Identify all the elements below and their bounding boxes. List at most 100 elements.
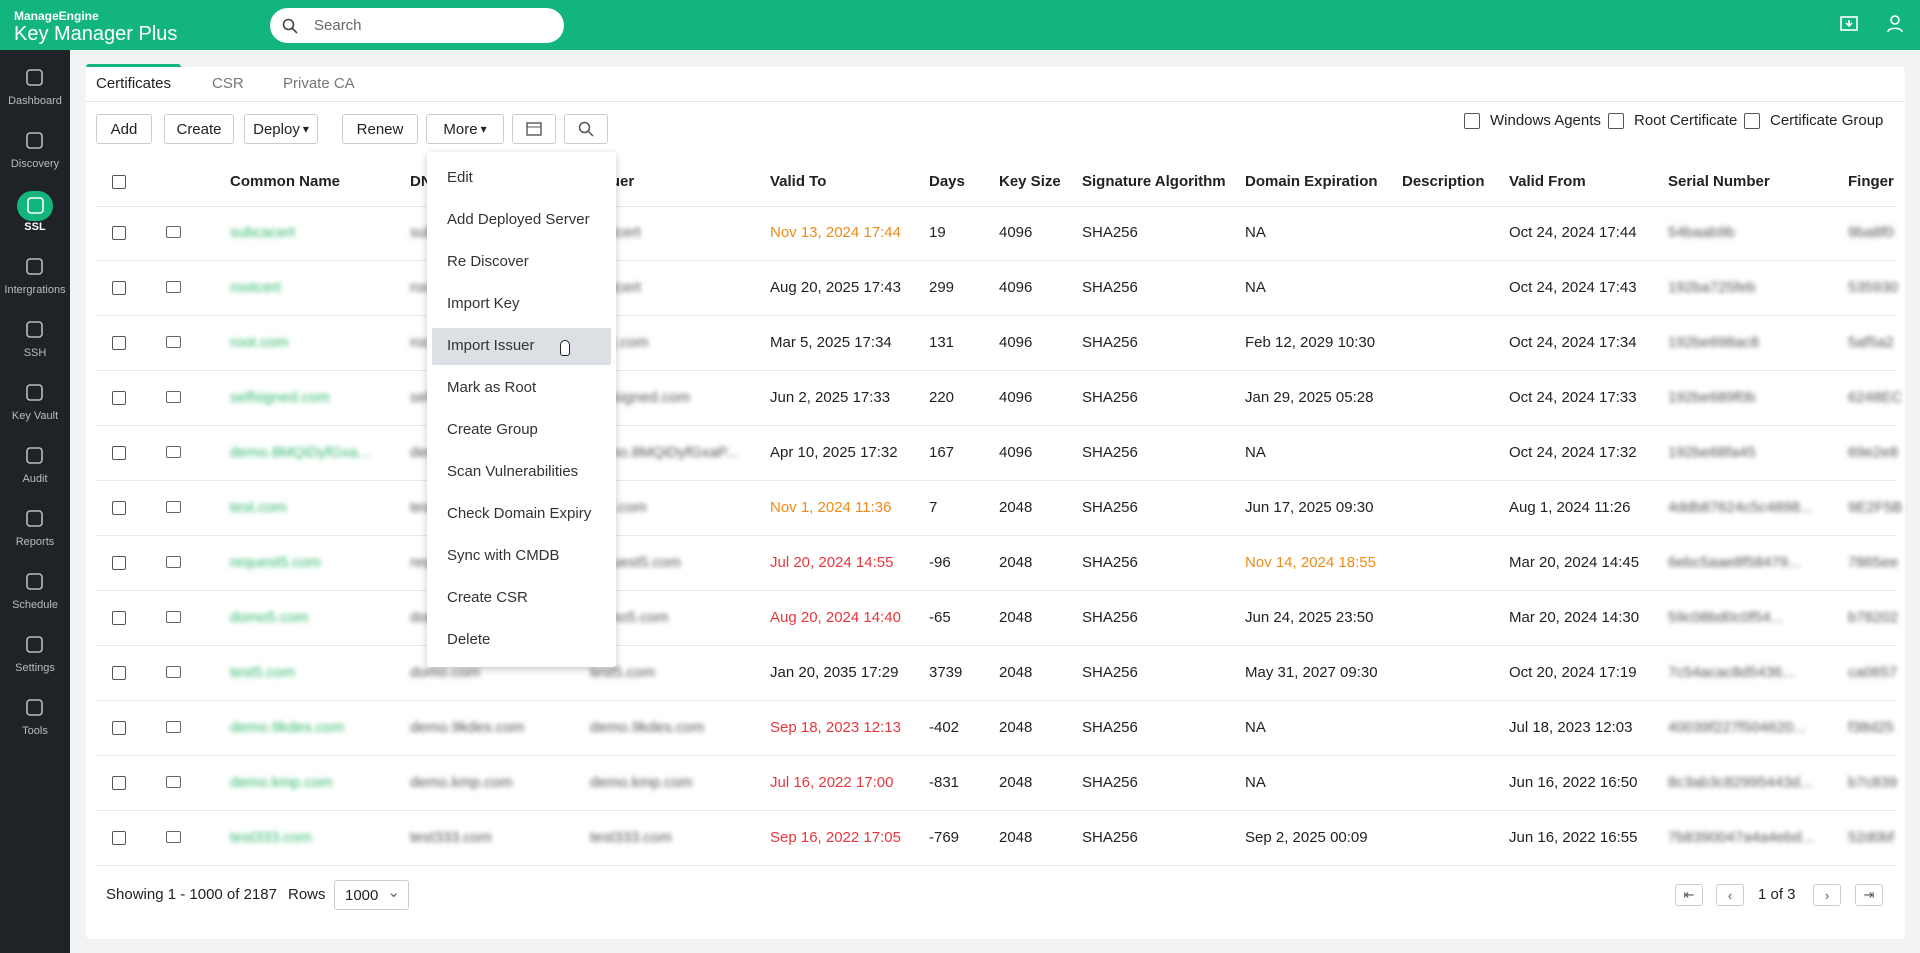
cert-icon[interactable] (166, 666, 181, 678)
menu-item[interactable]: Check Domain Expiry (447, 505, 592, 522)
sidebar-label[interactable]: SSL (24, 221, 46, 233)
sidebar-icon[interactable] (17, 191, 53, 221)
checkbox[interactable] (112, 611, 126, 625)
checkbox[interactable] (112, 336, 126, 350)
cell-common-name[interactable]: demo.9kdes.com (230, 719, 345, 736)
menu-item[interactable]: Scan Vulnerabilities (447, 463, 579, 480)
column-header[interactable]: Serial Number (1668, 173, 1770, 190)
cell-common-name[interactable]: test333.com (230, 829, 312, 846)
cell-common-name[interactable]: selfsigned.com (230, 389, 331, 406)
cert-icon[interactable] (166, 611, 181, 623)
cell-common-name[interactable]: test5.com (230, 664, 296, 681)
agent-icon[interactable] (1840, 15, 1858, 33)
search-box[interactable]: Search (270, 8, 564, 43)
cell-common-name[interactable]: demo.8MQiDyfGxa... (230, 444, 371, 461)
link-icon[interactable] (1464, 113, 1480, 129)
cert-icon[interactable] (166, 226, 181, 238)
sidebar-label[interactable]: Dashboard (8, 95, 62, 107)
sidebar-icon[interactable] (22, 632, 48, 658)
sidebar-icon[interactable] (22, 380, 48, 406)
column-header[interactable]: Description (1402, 173, 1485, 190)
checkbox[interactable] (112, 831, 126, 845)
sidebar-icon[interactable] (22, 569, 48, 595)
right-link[interactable]: Root Certificate (1634, 112, 1738, 129)
checkbox[interactable] (112, 391, 126, 405)
tab[interactable]: CSR (212, 75, 244, 92)
page-button[interactable]: › (1813, 884, 1841, 906)
sidebar-icon[interactable] (22, 254, 48, 280)
sidebar-icon[interactable] (22, 317, 48, 343)
checkbox[interactable] (112, 666, 126, 680)
user-icon[interactable] (1886, 14, 1904, 34)
menu-item[interactable]: Mark as Root (447, 379, 537, 396)
menu-item[interactable]: Sync with CMDB (447, 547, 560, 564)
sidebar-icon[interactable] (22, 506, 48, 532)
checkbox[interactable] (112, 556, 126, 570)
menu-item[interactable]: Delete (447, 631, 491, 648)
cert-icon[interactable] (166, 776, 181, 788)
toolbar-button[interactable]: Deploy ▾ (244, 114, 318, 144)
sidebar-label[interactable]: Settings (15, 662, 55, 674)
column-header[interactable]: Valid To (770, 173, 827, 190)
column-header[interactable]: Signature Algorithm (1082, 173, 1226, 190)
right-link[interactable]: Windows Agents (1490, 112, 1601, 129)
sidebar-label[interactable]: Reports (15, 536, 55, 548)
cert-icon[interactable] (166, 501, 181, 513)
page-button[interactable]: ⇤ (1675, 884, 1703, 906)
column-header[interactable]: Days (929, 173, 965, 190)
sidebar-icon[interactable] (22, 65, 48, 91)
cert-icon[interactable] (166, 281, 181, 293)
column-header[interactable]: Common Name (230, 173, 341, 190)
toolbar-button[interactable]: More ▾ (426, 114, 504, 144)
column-header[interactable]: Domain Expiration (1245, 173, 1378, 190)
checkbox[interactable] (112, 281, 126, 295)
checkbox[interactable] (112, 501, 126, 515)
menu-item[interactable]: Import Issuer (447, 337, 535, 354)
link-icon[interactable] (1608, 113, 1624, 129)
search-button[interactable] (564, 114, 608, 144)
checkbox[interactable] (112, 175, 126, 189)
cert-icon[interactable] (166, 391, 181, 403)
toolbar-button[interactable]: Renew (342, 114, 418, 144)
sidebar-label[interactable]: Audit (22, 473, 48, 485)
menu-item[interactable]: Import Key (447, 295, 520, 312)
cert-icon[interactable] (166, 336, 181, 348)
menu-item[interactable]: Re Discover (447, 253, 529, 270)
menu-item[interactable]: Add Deployed Server (447, 211, 590, 228)
cert-icon[interactable] (166, 831, 181, 843)
sidebar-label[interactable]: Tools (22, 725, 48, 737)
sidebar-label[interactable]: Intergrations (4, 284, 66, 296)
tab[interactable]: Certificates (86, 64, 182, 100)
toolbar-button[interactable]: Add (96, 114, 152, 144)
cell-common-name[interactable]: test.com (230, 499, 287, 516)
rows-select[interactable]: 1000 ⌄ (334, 880, 409, 910)
column-header[interactable]: Valid From (1509, 173, 1586, 190)
link-icon[interactable] (1744, 113, 1760, 129)
column-header[interactable]: Finger (1848, 173, 1894, 190)
menu-item[interactable]: Create CSR (447, 589, 528, 606)
menu-item[interactable]: Edit (447, 169, 473, 186)
cell-common-name[interactable]: demo.kmp.com (230, 774, 333, 791)
toolbar-button[interactable]: Create (164, 114, 234, 144)
sidebar-label[interactable]: Discovery (10, 158, 60, 170)
right-link[interactable]: Certificate Group (1770, 112, 1884, 129)
checkbox[interactable] (112, 226, 126, 240)
sidebar-icon[interactable] (22, 128, 48, 154)
column-header[interactable]: Key Size (999, 173, 1061, 190)
sidebar-label[interactable]: Key Vault (11, 410, 59, 422)
cert-icon[interactable] (166, 446, 181, 458)
page-button[interactable]: ‹ (1716, 884, 1744, 906)
sidebar-icon[interactable] (22, 695, 48, 721)
sidebar-label[interactable]: Schedule (12, 599, 58, 611)
sidebar-icon[interactable] (22, 443, 48, 469)
cert-icon[interactable] (166, 721, 181, 733)
cell-common-name[interactable]: root.com (230, 334, 289, 351)
checkbox[interactable] (112, 721, 126, 735)
sidebar-label[interactable]: SSH (23, 347, 47, 359)
cell-common-name[interactable]: request5.com (230, 554, 321, 571)
cell-common-name[interactable]: domo5.com (230, 609, 309, 626)
checkbox[interactable] (112, 776, 126, 790)
cell-common-name[interactable]: subcacert (230, 224, 296, 241)
page-button[interactable]: ⇥ (1855, 884, 1883, 906)
checkbox[interactable] (112, 446, 126, 460)
